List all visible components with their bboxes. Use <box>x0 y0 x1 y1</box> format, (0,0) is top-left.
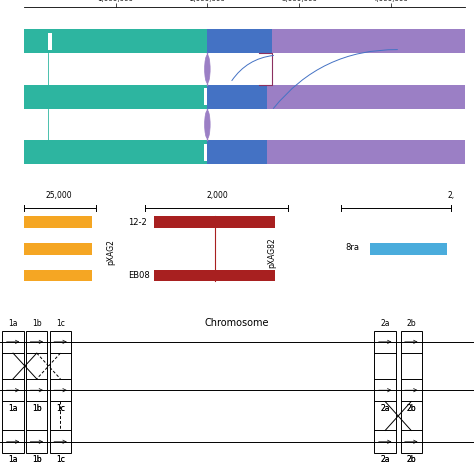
Bar <box>374 430 396 453</box>
Bar <box>204 89 207 105</box>
Bar <box>24 29 208 54</box>
Bar <box>208 140 267 164</box>
Text: 2a: 2a <box>380 319 390 328</box>
Text: pXAG82: pXAG82 <box>267 237 276 268</box>
Text: 2,: 2, <box>448 191 455 200</box>
Text: 8ra: 8ra <box>346 243 359 252</box>
Bar <box>2 430 24 453</box>
Bar <box>24 243 92 255</box>
Bar <box>24 140 208 164</box>
Text: 2b: 2b <box>406 403 416 412</box>
Bar <box>154 270 275 282</box>
Text: 2,000: 2,000 <box>207 191 228 200</box>
Text: pXAG2: pXAG2 <box>107 239 116 265</box>
Bar <box>208 85 267 109</box>
Bar <box>24 270 92 282</box>
Bar <box>267 140 465 164</box>
Text: 2b: 2b <box>406 455 416 464</box>
Bar <box>50 330 71 353</box>
Text: 1a: 1a <box>8 455 18 464</box>
Text: 2a: 2a <box>380 403 390 412</box>
Bar <box>401 379 422 401</box>
Text: 1a: 1a <box>8 455 18 464</box>
Text: EB08: EB08 <box>128 271 150 280</box>
Text: 2a: 2a <box>380 455 390 464</box>
Text: 1c: 1c <box>56 455 65 464</box>
Bar <box>26 430 47 453</box>
Text: 1b: 1b <box>32 319 42 328</box>
Text: 1b: 1b <box>32 455 42 464</box>
Bar <box>2 330 24 353</box>
Bar <box>272 29 465 54</box>
Text: 1b: 1b <box>32 403 42 412</box>
Text: 25,000: 25,000 <box>46 191 72 200</box>
Bar <box>401 330 422 353</box>
Bar <box>24 85 208 109</box>
Text: 1c: 1c <box>56 403 65 412</box>
Bar <box>26 330 47 353</box>
Ellipse shape <box>205 55 210 83</box>
Text: 12-2: 12-2 <box>128 218 147 227</box>
Text: 2a: 2a <box>380 455 390 464</box>
Ellipse shape <box>205 110 210 138</box>
Text: 1b: 1b <box>32 403 42 412</box>
Bar <box>50 379 71 401</box>
Text: 2b: 2b <box>406 455 416 464</box>
Text: 1b: 1b <box>32 455 42 464</box>
Text: 1c: 1c <box>56 403 65 412</box>
Bar <box>401 430 422 453</box>
Bar <box>204 144 207 161</box>
Text: 1a: 1a <box>8 403 18 412</box>
Bar <box>2 379 24 401</box>
Text: 1c: 1c <box>56 455 65 464</box>
Bar <box>370 243 447 255</box>
Bar <box>48 33 52 50</box>
Text: 2b: 2b <box>406 403 416 412</box>
Bar <box>374 379 396 401</box>
Text: Chromosome: Chromosome <box>205 318 269 328</box>
Bar <box>50 430 71 453</box>
Bar <box>154 217 275 228</box>
Bar <box>26 379 47 401</box>
Text: 1c: 1c <box>56 319 65 328</box>
Text: 2a: 2a <box>380 403 390 412</box>
Bar <box>374 330 396 353</box>
Text: 1a: 1a <box>8 403 18 412</box>
Bar <box>24 217 92 228</box>
Text: 1a: 1a <box>8 319 18 328</box>
Text: 2b: 2b <box>406 319 416 328</box>
Bar <box>267 85 465 109</box>
Bar <box>208 29 272 54</box>
